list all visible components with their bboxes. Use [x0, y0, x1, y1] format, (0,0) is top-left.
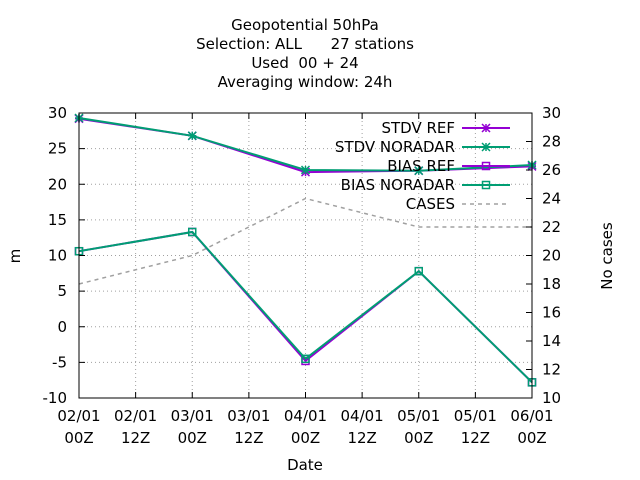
y-tick-label: 0: [57, 318, 67, 336]
data-point: [187, 131, 197, 141]
x-tick-label-time: 12Z: [121, 429, 150, 447]
y2-axis: 10 12 14 16 18 20 22 24 26 28 30: [526, 104, 561, 407]
x-tick-label-time: 00Z: [517, 429, 546, 447]
y-tick-label: 15: [48, 211, 67, 229]
legend-marker: [481, 161, 491, 171]
legend-label: BIAS REF: [387, 157, 455, 175]
series-cases: [78, 197, 532, 285]
x-tick-label-date: 04/01: [341, 407, 384, 425]
legend-entry: BIAS NORADAR: [341, 176, 510, 194]
title-line: Averaging window: 24h: [218, 73, 393, 91]
y2-tick-label: 12: [542, 361, 561, 379]
data-point: [414, 166, 424, 176]
legend-label: CASES: [406, 195, 455, 213]
y2-tick-label: 28: [542, 133, 561, 151]
y2-tick-label: 30: [542, 104, 561, 122]
x-tick-label-date: 03/01: [171, 407, 214, 425]
title-line: Geopotential 50hPa: [231, 16, 379, 34]
title-line: Used 00 + 24: [251, 54, 358, 72]
y2-tick-label: 10: [542, 389, 561, 407]
y2-tick-label: 22: [542, 218, 561, 236]
y2-tick-label: 14: [542, 332, 561, 350]
y2-tick-label: 16: [542, 304, 561, 322]
y-tick-label: 30: [48, 104, 67, 122]
y2-tick-label: 24: [542, 190, 561, 208]
x-tick-label-time: 12Z: [347, 429, 376, 447]
x-tick-label-time: 00Z: [404, 429, 433, 447]
data-point: [188, 227, 197, 237]
y-axis: -10 -5 0 5 10 15 20 25 30: [43, 104, 85, 407]
legend-entry: BIAS REF: [387, 157, 510, 175]
legend-entry: STDV NORADAR: [335, 138, 510, 156]
x-tick-label-time: 00Z: [178, 429, 207, 447]
x-axis-label: Date: [287, 456, 323, 474]
legend-marker: [481, 142, 491, 152]
y2-tick-label: 18: [542, 275, 561, 293]
y-tick-label: 25: [48, 140, 67, 158]
x-tick-label-date: 02/01: [57, 407, 100, 425]
x-tick-label-time: 00Z: [64, 429, 93, 447]
y-axis-label: m: [6, 249, 24, 264]
x-tick-label-date: 03/01: [227, 407, 270, 425]
x-tick-label-time: 12Z: [461, 429, 490, 447]
series-line: [78, 230, 533, 384]
legend-marker: [481, 180, 491, 190]
legend-label: STDV REF: [381, 119, 455, 137]
series-bias-noradar: [74, 227, 537, 387]
series-line: [78, 197, 532, 285]
y2-tick-label: 20: [542, 247, 561, 265]
data-point: [300, 165, 311, 175]
data-point: [301, 354, 310, 364]
y-tick-label: 10: [48, 247, 67, 265]
title-line: Selection: ALL 27 stations: [196, 35, 414, 53]
legend-entry: CASES: [406, 195, 510, 213]
y2-axis-label: No cases: [598, 222, 616, 290]
x-axis: 02/01 00Z 02/01 12Z 03/01 00Z 03/01 12Z 04/01 00Z…: [57, 113, 554, 447]
legend-label: STDV NORADAR: [335, 138, 455, 156]
x-tick-label-time: 00Z: [291, 429, 320, 447]
y-tick-label: 5: [57, 282, 67, 300]
x-tick-label-date: 05/01: [454, 407, 497, 425]
y-tick-label: -10: [43, 389, 68, 407]
x-tick-label-date: 06/01: [510, 407, 553, 425]
y-tick-label: 20: [48, 175, 67, 193]
y2-tick-label: 26: [542, 161, 561, 179]
legend-marker: [481, 123, 491, 133]
legend-entry: STDV REF: [381, 119, 510, 137]
x-tick-label-time: 12Z: [234, 429, 263, 447]
x-tick-label-date: 04/01: [284, 407, 327, 425]
x-tick-label-date: 05/01: [397, 407, 440, 425]
legend-label: BIAS NORADAR: [341, 176, 455, 194]
x-tick-label-date: 02/01: [114, 407, 157, 425]
y-tick-label: -5: [52, 353, 67, 371]
data-point: [414, 266, 423, 276]
